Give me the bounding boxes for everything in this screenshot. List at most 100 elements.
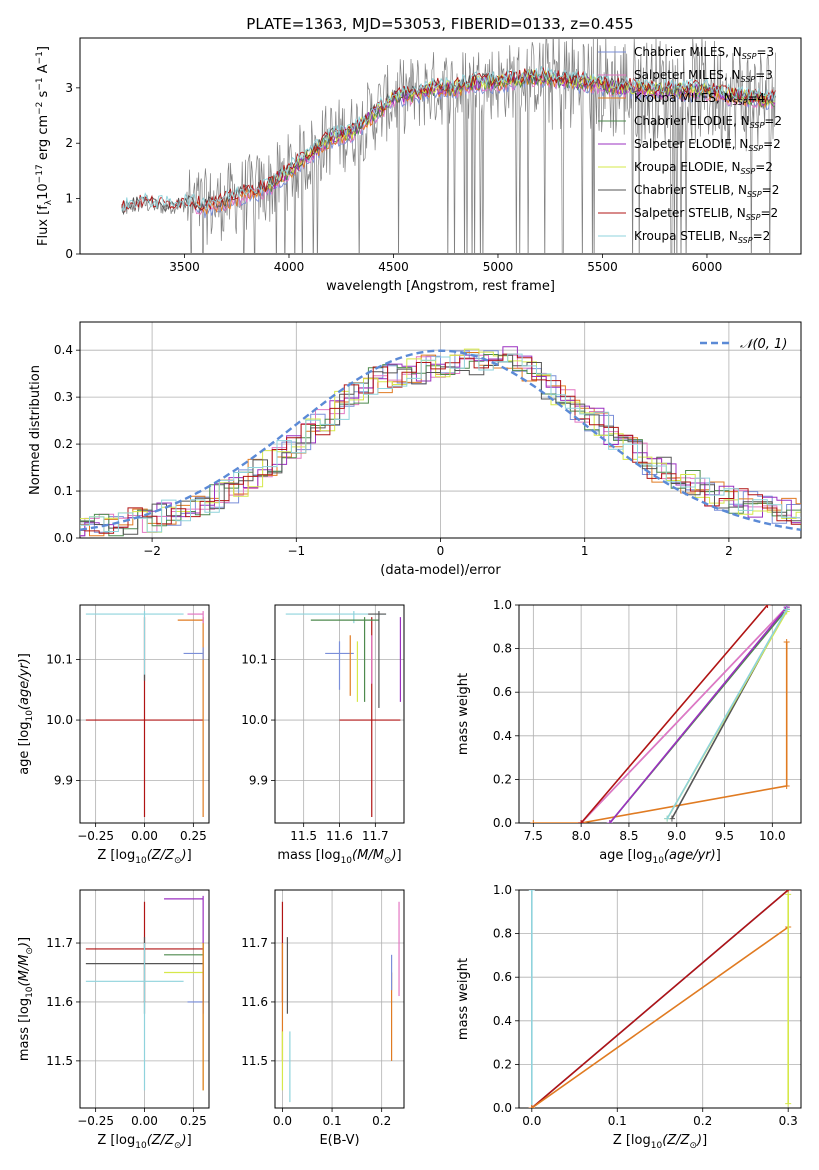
x-tick-label: 7.5 [524, 829, 543, 843]
figure-title: PLATE=1363, MJD=53053, FIBERID=0133, z=0… [246, 15, 633, 33]
y-tick-label: 0.6 [493, 685, 512, 699]
x-tick-label: 2 [725, 544, 733, 558]
y-tick-label: 0.4 [493, 729, 512, 743]
y-tick-label: 9.9 [54, 774, 73, 788]
y-tick-label: 11.6 [46, 995, 73, 1009]
errorbar-point-kroupa-stelib [85, 611, 184, 678]
age_cum-axes: 7.5 8.0 8.5 9.0 9.5 10.0 0.0 0.2 0.4 0.6 0.8 1.0 [493, 598, 802, 843]
spectrum-legend: Chabrier MILES, NSSP=3 Salpeter MILES, NS… [598, 45, 782, 245]
errorbar-point-chabrier-miles [325, 641, 354, 690]
spectrum-frame [79, 37, 802, 255]
x-tick-label: 5000 [483, 260, 514, 274]
x-tick-label: −1 [287, 544, 305, 558]
errorbar-point-kroupa-stelib [285, 611, 387, 624]
x-tick-label: 0 [437, 544, 445, 558]
y-tick-label: 11.5 [46, 1054, 73, 1068]
errorbar-point-kroupa-stelib [85, 943, 184, 1091]
x-tick-label: 0.25 [180, 829, 207, 843]
Z_mass-xlabel: Z [log10(Z/Z⊙)] [97, 1133, 191, 1151]
errorbar-point-kroupa-elodie [164, 943, 204, 1091]
line-marker [530, 820, 537, 823]
y-tick-label: 11.7 [46, 936, 73, 950]
y-tick-label: 10.0 [241, 713, 268, 727]
spectrum-ylabel: Flux [fλ10−17 erg cm−2 s−1 A−1] [35, 46, 54, 246]
y-tick-label: 0.2 [54, 437, 73, 451]
x-tick-label: 8.5 [619, 829, 638, 843]
cumulative-line-salpeter-miles [580, 606, 788, 823]
line-marker [528, 1105, 535, 1108]
ebv_mass-xlabel: E(B-V) [319, 1133, 359, 1148]
line-marker [783, 606, 790, 613]
errorbar-point-chabrier-stelib [368, 611, 387, 708]
y-tick-label: 3 [65, 81, 73, 95]
y-tick-label: 0.2 [493, 1057, 512, 1071]
errorbar-point-kroupa-miles [177, 617, 204, 817]
x-tick-label: 9.0 [667, 829, 686, 843]
y-tick-label: 10.1 [46, 653, 73, 667]
x-tick-label: 3500 [169, 260, 200, 274]
spectrum-axes: 3500 4000 4500 5000 5500 6000 0 1 2 3 [65, 37, 802, 274]
mass_age-points [285, 611, 402, 817]
y-tick-label: 0.1 [54, 484, 73, 498]
line-marker [578, 820, 585, 823]
residuals-xlabel: (data-model)/error [380, 563, 501, 578]
observed-spectrum [121, 38, 776, 254]
Z_age-axes: −0.25 0.00 0.25 9.9 10.0 10.1 [46, 604, 210, 843]
ebv_mass-points [281, 901, 400, 1103]
x-tick-label: 11.5 [290, 829, 317, 843]
legend-entry: Kroupa MILES, NSSP=4 [634, 91, 765, 107]
x-tick-label: 0.2 [372, 1114, 391, 1128]
x-tick-label: 6000 [692, 260, 723, 274]
line-marker [785, 891, 792, 898]
x-tick-label: 8.0 [572, 829, 591, 843]
mass_age-xlabel: mass [log10(M/M⊙)] [277, 848, 401, 866]
histogram-kroupa-stelib [80, 353, 801, 533]
x-tick-label: −2 [143, 544, 161, 558]
age_cum-frame [518, 604, 802, 824]
Z_cum-axes: 0.0 0.1 0.2 0.3 0.0 0.2 0.4 0.6 0.8 1.0 [493, 883, 802, 1128]
x-tick-label: 11.7 [362, 829, 389, 843]
legend-entry: Salpeter ELODIE, NSSP=2 [634, 137, 781, 153]
y-tick-label: 0.8 [493, 642, 512, 656]
cumulative-line-salpeter-stelib [531, 890, 789, 1108]
spectrum-xlabel: wavelength [Angstrom, rest frame] [326, 279, 555, 294]
y-tick-label: 0.6 [493, 970, 512, 984]
age_cum-lines [530, 605, 790, 823]
x-tick-label: 0.00 [131, 829, 158, 843]
x-tick-label: −0.25 [77, 1114, 114, 1128]
errorbar-point-chabrier-elodie [310, 617, 379, 702]
Z_mass-ylabel: mass [log10(M/M⊙)] [17, 937, 35, 1061]
line-marker [528, 890, 535, 893]
errorbar-point-chabrier-miles [187, 990, 204, 1014]
errorbar-point-salpeter-stelib [339, 617, 401, 817]
Z_age-ylabel: age [log10(age/yr)] [17, 653, 35, 775]
x-tick-label: 11.6 [326, 829, 353, 843]
gaussian-legend-label: 𝒩(0, 1) [740, 337, 787, 352]
y-tick-label: 1 [65, 192, 73, 206]
x-tick-label: 0.1 [323, 1114, 342, 1128]
y-tick-label: 0.0 [493, 816, 512, 830]
y-tick-label: 0.0 [493, 1101, 512, 1115]
errorbar-point-chabrier-miles [183, 647, 204, 660]
Z_cum-xlabel: Z [log10(Z/Z⊙)] [613, 1133, 707, 1151]
residuals-ylabel: Normed distribution [28, 365, 43, 495]
histogram-chabrier-stelib [80, 354, 801, 535]
legend-entry: Chabrier STELIB, NSSP=2 [634, 183, 779, 199]
legend-entry: Chabrier MILES, NSSP=3 [634, 45, 774, 61]
y-tick-label: 0.0 [54, 531, 73, 545]
y-tick-label: 11.5 [241, 1054, 268, 1068]
x-tick-label: 5500 [587, 260, 618, 274]
ebv_mass-frame [274, 889, 405, 1109]
Z_mass-points [85, 895, 204, 1091]
ebv_mass-axes: 0.0 0.1 0.2 11.5 11.6 11.7 [241, 889, 405, 1128]
x-tick-label: 0.0 [522, 1114, 541, 1128]
line-marker [664, 815, 671, 822]
cumulative-line-kroupa-miles [531, 926, 789, 1108]
residuals-frame [79, 321, 802, 539]
y-tick-label: 0.4 [54, 343, 73, 357]
line-marker [764, 605, 771, 608]
x-tick-label: 0.25 [180, 1114, 207, 1128]
y-tick-label: 2 [65, 136, 73, 150]
x-tick-label: 4000 [274, 260, 305, 274]
